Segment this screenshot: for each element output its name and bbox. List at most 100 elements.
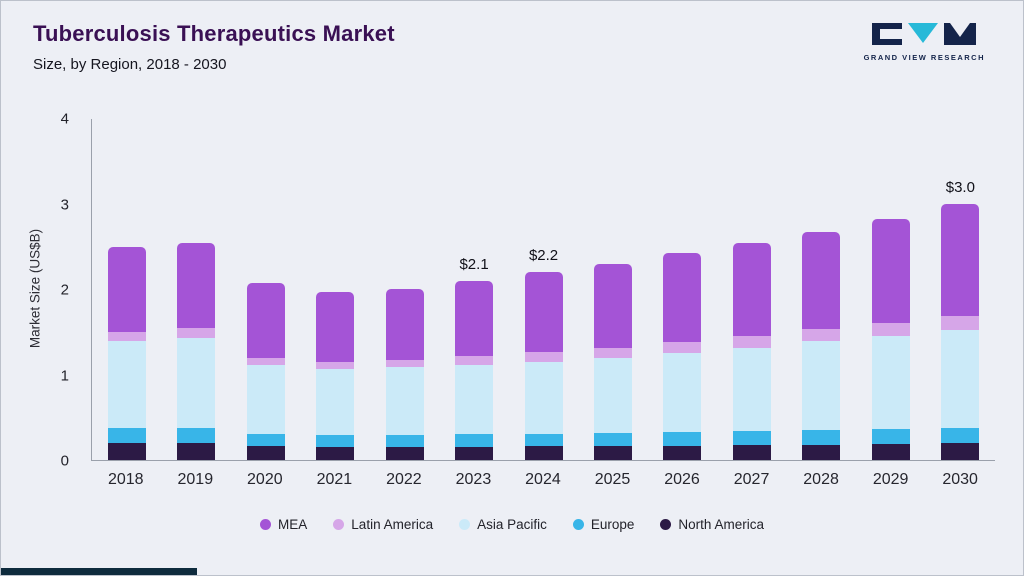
bar-2021 xyxy=(300,119,369,460)
segment-europe-2018 xyxy=(107,427,146,443)
y-tick-0: 0 xyxy=(60,452,69,470)
x-label-2019: 2019 xyxy=(177,471,214,488)
segment-mea-2027 xyxy=(732,242,771,337)
stacked-bar-2026 xyxy=(663,119,702,460)
segment-latin-america-2019 xyxy=(177,327,216,339)
stacked-bar-2018 xyxy=(107,119,146,460)
bar-2023: $2.1 xyxy=(439,119,508,460)
y-tick-3: 3 xyxy=(60,196,69,213)
legend-mea: MEA xyxy=(260,517,307,532)
stacked-bar-2024 xyxy=(524,119,563,460)
segment-asia-pacific-2027 xyxy=(732,347,771,432)
x-label-2028: 2028 xyxy=(803,471,839,488)
segment-latin-america-2030 xyxy=(941,315,980,330)
segment-north-america-2026 xyxy=(663,445,702,460)
y-tick-4: 4 xyxy=(60,110,69,128)
legend-label-north-america: North America xyxy=(678,517,764,532)
segment-mea-2021 xyxy=(316,292,355,362)
x-label-2022: 2022 xyxy=(386,471,422,488)
x-label-2021: 2021 xyxy=(316,471,353,488)
segment-asia-pacific-2023 xyxy=(455,364,494,435)
segment-north-america-2028 xyxy=(802,444,841,460)
segment-asia-pacific-2018 xyxy=(107,340,146,428)
brand-logo-icon xyxy=(872,23,977,45)
segment-latin-america-2018 xyxy=(107,332,146,341)
bar-2020 xyxy=(231,119,300,460)
bar-2027 xyxy=(717,119,786,460)
segment-north-america-2021 xyxy=(316,447,355,460)
plot-area: $2.1 $2.2 $3.0 xyxy=(91,119,995,461)
legend-dot-latin-america xyxy=(333,519,345,530)
segment-north-america-2029 xyxy=(871,443,910,460)
segment-latin-america-2021 xyxy=(316,362,355,369)
segment-latin-america-2024 xyxy=(524,351,563,362)
segment-asia-pacific-2028 xyxy=(802,340,841,431)
segment-mea-2023 xyxy=(455,281,494,357)
segment-mea-2024 xyxy=(524,272,563,352)
segment-north-america-2023 xyxy=(455,447,494,460)
bar-2029 xyxy=(856,119,925,460)
legend-dot-europe xyxy=(572,519,584,530)
x-label-2025: 2025 xyxy=(594,471,631,488)
segment-europe-2019 xyxy=(177,427,216,443)
legend-label-mea: MEA xyxy=(278,517,308,532)
segment-latin-america-2020 xyxy=(246,357,285,365)
bar-2022 xyxy=(370,119,439,460)
segment-europe-2029 xyxy=(871,429,910,444)
segment-latin-america-2027 xyxy=(732,336,771,348)
segment-asia-pacific-2021 xyxy=(316,368,355,436)
footer-accent-bar xyxy=(1,568,197,575)
segment-latin-america-2028 xyxy=(802,328,841,341)
bar-2018 xyxy=(92,119,161,460)
segment-europe-2020 xyxy=(246,434,285,447)
bar-2019 xyxy=(161,119,230,460)
segment-latin-america-2025 xyxy=(594,347,633,358)
segment-mea-2029 xyxy=(871,218,910,323)
segment-asia-pacific-2024 xyxy=(524,361,563,434)
legend-europe: Europe xyxy=(572,517,635,532)
legend-latin-america: Latin America xyxy=(333,517,433,532)
title-block: Tuberculosis Therapeutics Market Size, b… xyxy=(33,21,395,73)
brand-logo-text: GRAND VIEW RESEARCH xyxy=(863,53,985,62)
x-label-2026: 2026 xyxy=(664,471,700,488)
segment-asia-pacific-2029 xyxy=(871,335,910,430)
segment-europe-2027 xyxy=(732,431,771,445)
segment-europe-2025 xyxy=(594,432,633,446)
y-tick-1: 1 xyxy=(60,367,69,384)
value-label-2023: $2.1 xyxy=(459,255,489,273)
stacked-bar-2025 xyxy=(594,119,633,460)
x-label-2020: 2020 xyxy=(247,471,283,488)
segment-latin-america-2029 xyxy=(871,322,910,336)
legend-label-europe: Europe xyxy=(590,517,635,532)
x-label-2030: 2030 xyxy=(942,471,978,488)
chart-title: Tuberculosis Therapeutics Market xyxy=(33,21,395,46)
stacked-bar-2020 xyxy=(246,119,285,460)
stacked-bar-2023 xyxy=(455,119,494,460)
segment-mea-2022 xyxy=(385,288,424,361)
segment-europe-2022 xyxy=(385,435,424,448)
segment-north-america-2030 xyxy=(941,442,980,460)
header: Tuberculosis Therapeutics Market Size, b… xyxy=(1,1,1023,73)
segment-mea-2020 xyxy=(246,282,285,358)
x-axis-labels: 2018 2019 2020 2021 2022 2023 2024 2025 2026 2027… xyxy=(91,471,995,489)
bar-2025 xyxy=(578,119,647,460)
bar-2026 xyxy=(648,119,717,460)
segment-latin-america-2022 xyxy=(385,360,424,368)
segment-asia-pacific-2020 xyxy=(246,364,285,435)
segment-mea-2026 xyxy=(663,252,702,343)
segment-north-america-2024 xyxy=(524,446,563,460)
segment-mea-2028 xyxy=(802,231,841,329)
segment-asia-pacific-2022 xyxy=(385,367,424,436)
segment-latin-america-2023 xyxy=(455,356,494,365)
chart-subtitle: Size, by Region, 2018 - 2030 xyxy=(33,56,227,73)
legend-label-latin-america: Latin America xyxy=(351,517,434,532)
legend-dot-mea xyxy=(260,519,272,530)
segment-asia-pacific-2026 xyxy=(663,352,702,432)
x-label-2027: 2027 xyxy=(733,471,770,488)
stacked-bar-2029 xyxy=(871,119,910,460)
segment-asia-pacific-2025 xyxy=(594,357,633,433)
segment-mea-2019 xyxy=(177,242,216,328)
stacked-bar-2028 xyxy=(802,119,841,460)
brand-logo: GRAND VIEW RESEARCH xyxy=(864,21,985,62)
